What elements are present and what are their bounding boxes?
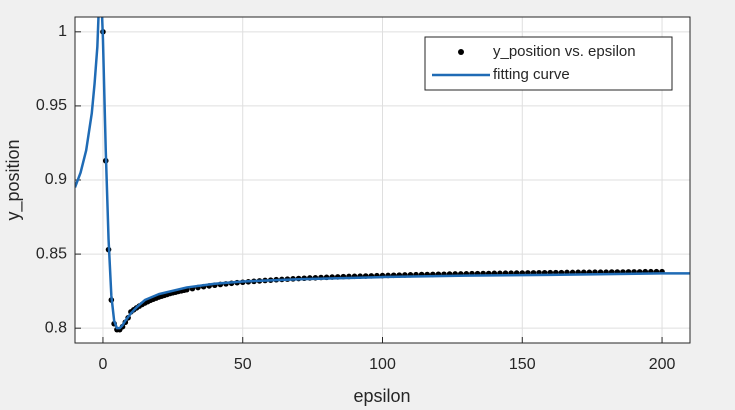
x-tick-label: 50 <box>234 356 252 373</box>
legend-label: fitting curve <box>493 66 570 83</box>
x-tick-label: 100 <box>369 356 396 373</box>
x-axis-label: epsilon <box>353 386 410 406</box>
x-tick-label: 150 <box>509 356 536 373</box>
legend-marker <box>458 49 464 55</box>
y-axis-label: y_position <box>3 139 24 220</box>
fit-line <box>75 17 690 330</box>
y-tick-label: 0.9 <box>45 171 67 188</box>
axes-box <box>74 16 691 344</box>
y-tick-label: 0.8 <box>45 319 67 336</box>
y-tick-label: 0.85 <box>36 245 67 262</box>
legend-box <box>424 36 673 91</box>
x-tick-label: 0 <box>99 356 108 373</box>
y-tick-label: 1 <box>58 23 67 40</box>
x-tick-label: 200 <box>649 356 676 373</box>
y-tick-label: 0.95 <box>36 97 67 114</box>
legend-label: y_position vs. epsilon <box>493 43 636 60</box>
data-layer <box>75 17 690 333</box>
